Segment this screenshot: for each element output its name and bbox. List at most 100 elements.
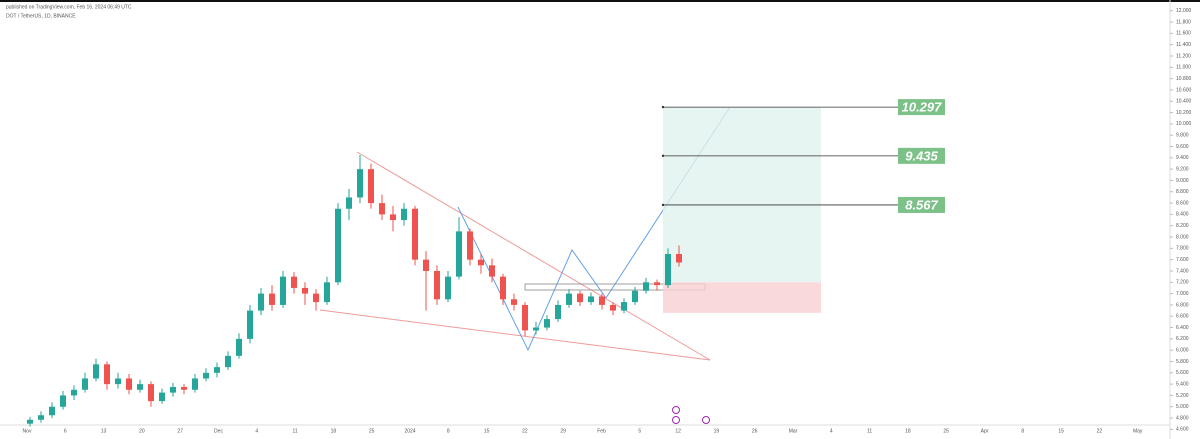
candle-body [445,276,451,300]
y-tick-label: 9.600 [1176,144,1189,150]
y-tick-label: 10.400 [1176,99,1192,105]
candle-body [148,384,154,402]
candle-body [203,372,209,379]
candle-body [27,419,33,424]
y-tick-label: 9.000 [1176,178,1189,184]
candle-body [214,367,220,373]
y-tick-label: 8.000 [1176,234,1189,240]
y-tick-label: 5.400 [1176,381,1189,387]
candle-body [643,282,649,291]
candle-body [588,296,594,303]
x-tick-label: 12 [675,428,681,434]
x-tick-label: 19 [714,428,720,434]
candle-body [357,169,363,198]
candle-body [676,254,682,263]
candle-body [489,265,495,277]
target-dot [661,105,665,109]
candle-body [533,327,539,331]
candle-body [225,355,231,368]
candle-body [93,364,99,379]
candle-body [335,208,341,283]
candle-body [511,299,517,305]
top-bar [0,0,1200,2]
wedge-lower [319,309,711,361]
target-box [898,99,945,116]
candle-body [159,392,165,402]
x-tick-label: 18 [331,428,337,434]
x-tick-label: 15 [484,428,490,434]
y-tick-label: 4.600 [1176,427,1189,433]
y-tick-label: 8.800 [1176,189,1189,195]
x-tick-label: Apr [981,428,989,434]
stop-zone [663,282,821,313]
candle-body [49,406,55,416]
x-tick-label: 26 [752,428,758,434]
projection-path [457,106,731,352]
y-tick-label: 7.800 [1176,246,1189,252]
y-tick-label: 7.600 [1176,257,1189,263]
candle-body [577,293,583,303]
x-tick-label: 8 [447,428,450,434]
y-tick-label: 11.200 [1176,53,1191,59]
x-tick-label: Nov [23,428,32,434]
candle-body [390,214,396,221]
y-tick-label: 4.800 [1176,415,1189,421]
candle-body [181,386,187,390]
candle-body [566,293,572,305]
candle-body [621,302,627,311]
target-dot [661,154,665,158]
candle-body [280,276,286,305]
x-tick-label: 15 [1058,428,1064,434]
target-label: 9.435 [905,148,938,163]
candle-body [610,304,616,311]
y-tick-label: 6.800 [1176,302,1189,308]
y-tick-label: 9.400 [1176,155,1189,161]
candle-body [500,276,506,300]
y-tick-label: 8.600 [1176,200,1189,206]
x-tick-label: 20 [139,428,145,434]
candle-body [313,293,319,303]
candle-body [401,208,407,221]
event-icon [702,416,710,424]
y-tick-label: 11.000 [1176,65,1191,71]
candle-body [170,386,176,393]
candle-body [544,319,550,328]
candle-body [236,338,242,356]
y-tick-label: 5.200 [1176,393,1189,399]
candle-body [665,254,671,286]
target-label: 8.567 [905,197,938,212]
x-tick-label: May [1133,428,1143,434]
profit-zone [663,107,821,283]
published-note: published on TradingView.com, Feb 16, 20… [6,4,132,10]
candle-body [269,293,275,305]
candle-body [71,389,77,396]
candle-body [302,287,308,294]
x-tick-label: 22 [522,428,528,434]
x-tick-label: 13 [101,428,107,434]
candle-body [258,293,264,311]
target-label: 10.297 [902,100,943,115]
candle-body [555,304,561,320]
y-tick-label: 10.600 [1176,87,1192,93]
y-tick-label: 12.000 [1176,8,1192,14]
y-tick-label: 10.200 [1176,110,1192,116]
candle-body [632,290,638,303]
candle-body [247,310,253,339]
target-dot [661,203,665,207]
candle-body [104,364,110,385]
y-tick-label: 5.000 [1176,404,1189,410]
event-icon [672,416,680,424]
candle-body [126,378,132,390]
x-tick-label: 18 [905,428,911,434]
x-tick-label: 22 [1097,428,1103,434]
candle-body [522,304,528,331]
x-tick-label: 25 [369,428,375,434]
event-icon [672,406,680,414]
y-tick-label: 11.600 [1176,31,1191,37]
x-tick-label: 4 [830,428,833,434]
candle-body [291,276,297,288]
x-tick-label: 27 [177,428,183,434]
y-tick-label: 6.400 [1176,325,1189,331]
candle-body [192,378,198,390]
